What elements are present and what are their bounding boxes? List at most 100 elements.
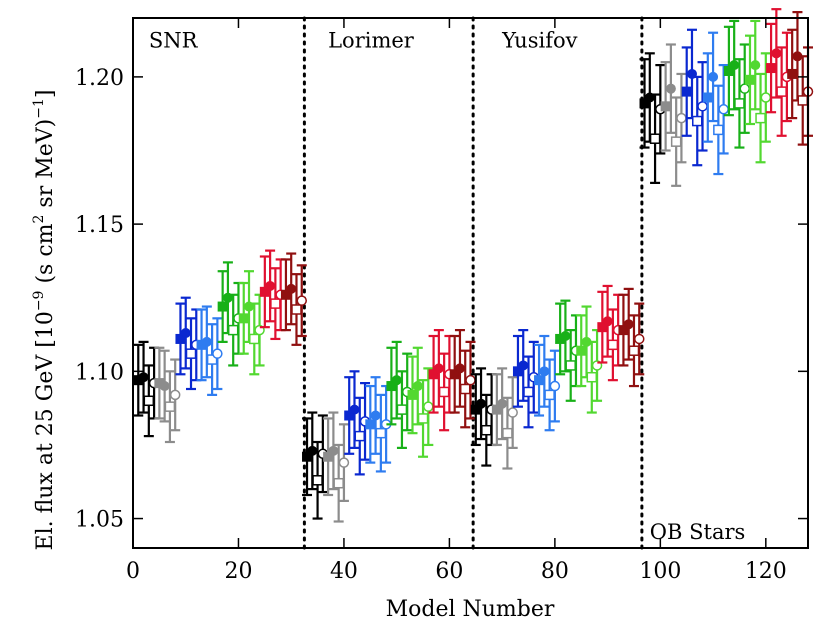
marker-filled-square [787,68,798,79]
marker-open-square [396,404,408,415]
marker-open-circle [423,401,434,412]
data-point [534,343,545,417]
y-axis-title-main: El. flux at 25 GeV [10 [33,311,58,550]
data-point [665,43,676,134]
marker-filled-circle [391,375,402,386]
region-label: Yusifov [501,28,577,52]
data-point [291,273,302,346]
marker-filled-circle [307,445,318,456]
data-point [196,308,207,382]
data-point [497,367,508,441]
marker-open-circle [718,104,729,115]
data-point [354,396,366,476]
marker-filled-circle [602,316,613,327]
data-point [423,367,434,447]
marker-open-circle [465,374,476,386]
data-point [449,334,460,414]
marker-open-square [776,86,787,97]
data-point [739,43,750,134]
data-point [623,287,634,361]
marker-open-circle [296,295,307,306]
data-point [138,340,149,414]
data-point [702,52,713,143]
data-point [438,352,450,432]
data-point [792,11,803,102]
data-point [507,376,518,449]
data-point [206,323,218,396]
marker-filled-circle [665,83,676,94]
data-point [222,261,233,335]
x-tick-label: 80 [541,559,569,584]
marker-open-square [333,477,344,489]
marker-filled-square [744,74,755,85]
data-point [465,340,476,420]
marker-filled-square [702,92,713,103]
marker-open-square [227,324,239,336]
y-tick-label: 1.05 [75,508,124,533]
data-point [549,349,561,423]
marker-open-circle [507,407,518,418]
marker-open-square [312,475,323,486]
data-point [586,340,598,414]
marker-filled-circle [412,381,423,392]
marker-open-circle [634,333,645,345]
data-point [602,284,613,358]
marker-open-square [649,133,661,144]
data-point [323,417,334,497]
marker-open-square [670,136,682,147]
marker-open-square [417,413,429,424]
region-label: OB Stars [650,520,745,544]
region-labels: SNR Lorimer Yusifov OB Stars [149,28,745,544]
marker-open-circle [549,380,561,392]
data-point [670,96,682,187]
data-point [676,72,687,164]
marker-filled-circle [349,404,360,415]
x-tick-label: 40 [330,559,358,584]
marker-filled-circle [560,331,571,341]
region-label: Lorimer [328,28,415,52]
marker-open-circle [338,457,350,468]
marker-open-circle [212,348,223,359]
data-point [280,258,291,332]
marker-filled-circle [159,381,170,392]
marker-filled-circle [750,60,761,71]
data-point [454,329,465,408]
marker-filled-square [681,86,692,97]
data-point [459,349,471,429]
data-point [396,370,408,449]
marker-open-square [459,383,471,395]
marker-filled-circle [433,363,444,374]
marker-open-square [291,304,302,315]
data-point [312,440,323,520]
marker-filled-circle [539,366,550,377]
data-point [169,358,181,432]
marker-open-square [797,95,808,106]
data-point [591,329,603,402]
marker-filled-square [534,375,545,386]
marker-filled-circle [476,398,487,409]
data-point [560,299,571,373]
marker-open-square [502,427,513,439]
y-axis-title-exp1: −9 [31,291,47,312]
data-point [433,329,444,408]
data-point [797,55,808,146]
data-point [708,31,719,123]
marker-filled-circle [497,398,508,409]
data-point [375,393,387,473]
marker-filled-square [660,101,671,112]
y-axis-title-exp3: −1 [31,98,47,119]
data-point [734,58,745,149]
marker-filled-circle [729,60,740,71]
y-axis-title: El. flux at 25 GeV [10−9 (s cm2 sr MeV)−… [31,90,58,551]
marker-open-square [544,389,555,401]
data-point [175,302,186,376]
data-point [539,334,550,408]
marker-filled-circle [623,319,634,330]
marker-open-circle [760,92,772,103]
data-point [238,281,249,355]
marker-filled-square [766,63,777,74]
marker-open-square [607,339,619,351]
y-tick-label: 1.20 [75,66,124,91]
data-point [750,19,761,111]
marker-filled-circle [138,372,149,383]
